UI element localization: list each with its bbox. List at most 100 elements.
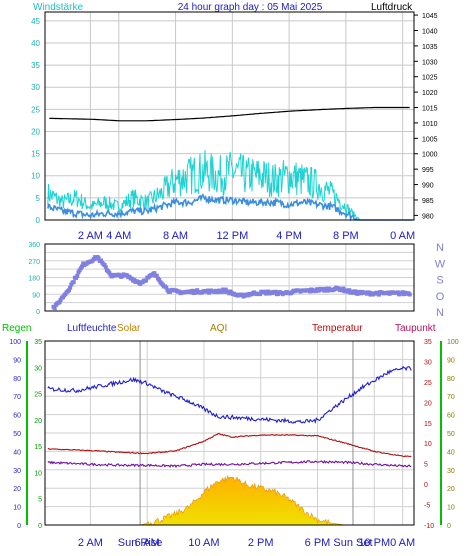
dewpoint-tick-label: 50 <box>447 431 455 438</box>
humidity-tick-label: 10 <box>34 470 42 477</box>
humidity-tick-label: 0 <box>38 523 42 530</box>
dewpoint-tick-label: 90 <box>447 357 455 364</box>
humidity-tick-label: 15 <box>34 444 42 451</box>
pressure-tick-label: 1045 <box>422 13 438 20</box>
humidity-tick-label: 25 <box>34 392 42 399</box>
direction-point <box>75 273 80 278</box>
direction-point <box>74 275 79 280</box>
direction-point <box>205 288 210 293</box>
wind-panel-grid <box>45 12 414 221</box>
wind-panel-frame <box>44 11 415 221</box>
x-tick-label: 8 AM <box>163 230 188 242</box>
dewpoint-tick-label: 0 <box>447 523 451 530</box>
x-tick-label: 2 PM <box>248 537 274 549</box>
wind-panel-series <box>47 106 413 222</box>
x-tick-label: 2 AM <box>78 537 103 549</box>
dewpoint-tick-label: 10 <box>447 505 455 512</box>
x-tick-label: 4 AM <box>106 230 131 242</box>
direction-point <box>103 265 108 270</box>
temperature-tick-label: -10 <box>424 523 434 530</box>
direction-point <box>164 285 169 290</box>
pressure-tick-label: 1000 <box>422 152 438 159</box>
direction-point <box>207 290 212 295</box>
pressure-tick-label: 995 <box>422 167 434 174</box>
wind-tick-label: 30 <box>31 83 40 92</box>
x-tick-label: 2 AM <box>78 230 103 242</box>
wind-tick-label: 5 <box>36 194 41 203</box>
dewpoint-tick-label: 30 <box>447 468 455 475</box>
compass-label: N <box>436 307 444 319</box>
direction-tick-label: 90 <box>32 292 40 299</box>
wind-tick-label: 10 <box>31 172 40 181</box>
climate-panel-ticks: 010203040506070809010005101520253035-10-… <box>9 339 458 549</box>
temperature-tick-label: 15 <box>424 421 432 428</box>
direction-point <box>273 289 278 294</box>
compass-label: W <box>435 258 446 270</box>
pressure-tick-label: 1030 <box>422 59 438 66</box>
temperature-tick-label: 10 <box>424 441 432 448</box>
wind-tick-label: 40 <box>31 39 40 48</box>
x-tick-label: 0 AM <box>390 230 415 242</box>
wind-tick-label: 0 <box>36 216 41 225</box>
compass-label: S <box>436 275 443 287</box>
compass-label: N <box>436 242 444 254</box>
rain-tick-label: 70 <box>13 394 21 401</box>
x-tick-label: Sun Set <box>333 537 372 549</box>
wind-tick-label: 20 <box>31 127 40 136</box>
direction-point <box>154 273 159 278</box>
direction-panel-frame <box>44 243 415 312</box>
pressure-tick-label: 1035 <box>422 44 438 51</box>
compass-label: O <box>436 291 445 303</box>
wind-tick-label: 25 <box>31 105 40 114</box>
x-tick-label: 6 AM <box>135 537 160 549</box>
temperature-tick-label: -5 <box>424 503 430 510</box>
direction-point <box>157 277 162 282</box>
direction-point <box>341 286 346 291</box>
direction-point <box>80 264 84 269</box>
pressure-tick-label: 1040 <box>422 28 438 35</box>
direction-point <box>258 292 263 297</box>
pressure-axis-label: Luftdruck <box>371 2 413 13</box>
humidity-tick-label: 5 <box>38 497 42 504</box>
climate-panel-series <box>47 365 412 526</box>
pressure-tick-label: 980 <box>422 213 434 220</box>
direction-point <box>102 263 107 268</box>
direction-panel-series <box>51 255 412 311</box>
direction-point <box>223 287 228 292</box>
x-tick-label: 12 PM <box>216 230 248 242</box>
humidity-series <box>47 365 412 424</box>
x-tick-label: 10 AM <box>188 537 219 549</box>
average-wind-series <box>47 193 413 222</box>
pressure-tick-label: 990 <box>422 183 434 190</box>
rain-tick-label: 50 <box>13 431 21 438</box>
direction-point <box>69 282 74 287</box>
pressure-tick-label: 1010 <box>422 121 438 128</box>
x-tick-label: 6 PM <box>305 537 331 549</box>
direction-point <box>376 292 381 297</box>
gust-series <box>47 150 413 221</box>
solar-series <box>140 474 353 526</box>
humidity-tick-label: 20 <box>34 418 42 425</box>
pressure-tick-label: 1020 <box>422 90 438 97</box>
direction-tick-label: 270 <box>28 259 40 266</box>
temperature-tick-label: 5 <box>424 462 428 469</box>
direction-point <box>67 288 71 293</box>
wind-panel-ticks: 0510152025303540459809859909951000100510… <box>31 13 438 242</box>
direction-tick-label: 360 <box>28 242 40 249</box>
pressure-tick-label: 1025 <box>422 75 438 82</box>
temperature-tick-label: 20 <box>424 400 432 407</box>
pressure-tick-label: 1015 <box>422 106 438 113</box>
x-tick-label: 8 PM <box>333 230 359 242</box>
rain-tick-label: 30 <box>13 468 21 475</box>
humidity-label: Luftfeuchte <box>67 323 117 334</box>
rain-tick-label: 20 <box>13 486 21 493</box>
dewpoint-tick-label: 100 <box>447 339 459 346</box>
chart-title: 24 hour graph day : 05 Mai 2025 <box>178 2 323 13</box>
direction-point <box>71 280 76 285</box>
wind-tick-label: 15 <box>31 150 40 159</box>
rain-tick-label: 90 <box>13 357 21 364</box>
dewpoint-label: Taupunkt <box>395 323 436 334</box>
wind-tick-label: 35 <box>31 61 40 70</box>
